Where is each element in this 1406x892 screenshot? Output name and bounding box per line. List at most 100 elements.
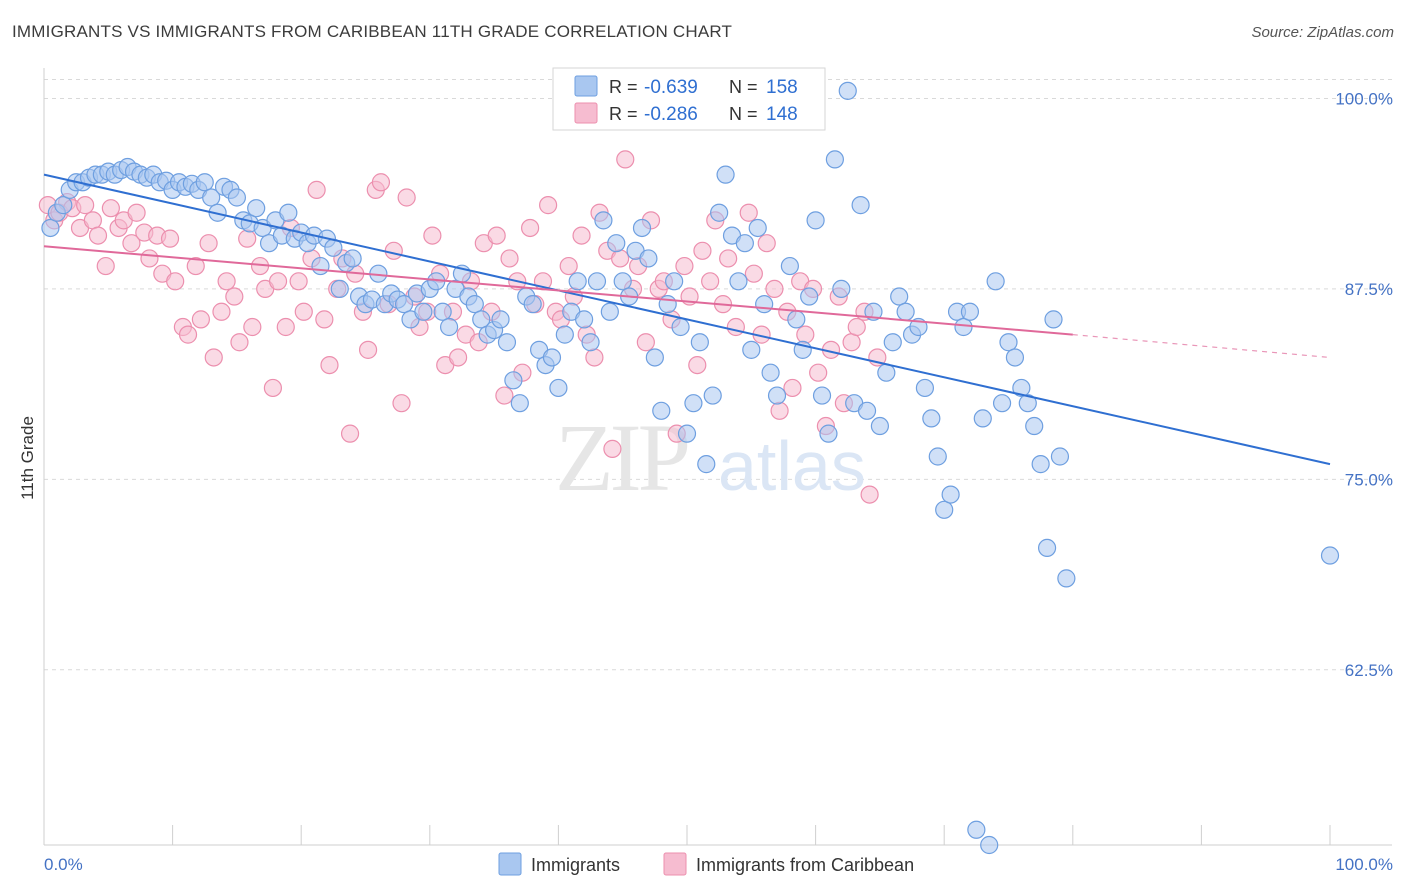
point-caribbean <box>320 355 339 375</box>
point-immigrants <box>703 386 722 405</box>
point-immigrants <box>980 835 999 855</box>
stats-legend: R = -0.639 N = 158 R = -0.286 N = 148 <box>552 67 826 131</box>
point-immigrants <box>504 371 523 390</box>
point-caribbean <box>847 317 866 337</box>
point-immigrants <box>632 218 652 238</box>
point-immigrants <box>877 363 896 382</box>
point-caribbean <box>199 234 218 253</box>
point-caribbean <box>572 226 591 245</box>
stats-legend-n-label-blue: N = <box>729 77 758 97</box>
point-immigrants <box>1050 447 1070 466</box>
x-tick-labels: 0.0% 100.0% <box>44 855 1393 874</box>
point-immigrants <box>935 500 954 519</box>
point-caribbean <box>178 325 198 344</box>
point-caribbean <box>796 325 815 344</box>
point-immigrants <box>202 188 221 207</box>
point-caribbean <box>127 203 146 222</box>
point-immigrants <box>928 447 947 466</box>
point-caribbean <box>495 386 514 405</box>
point-caribbean <box>243 317 262 337</box>
point-immigrants <box>870 416 890 436</box>
watermark-zip: ZIP <box>555 404 688 511</box>
point-immigrants <box>954 317 973 337</box>
point-immigrants <box>645 348 664 367</box>
point-immigrants <box>690 333 709 352</box>
point-caribbean <box>294 302 313 321</box>
point-immigrants <box>735 234 754 253</box>
point-caribbean <box>719 249 738 268</box>
point-caribbean <box>726 317 745 337</box>
point-immigrants <box>1005 348 1025 367</box>
point-immigrants <box>510 394 529 413</box>
point-immigrants <box>780 256 799 276</box>
stats-legend-r-value-blue: -0.639 <box>644 77 698 98</box>
point-caribbean <box>371 173 391 192</box>
point-caribbean <box>122 234 141 253</box>
point-immigrants <box>472 310 491 329</box>
point-immigrants <box>1012 378 1031 398</box>
series-legend: Immigrants Immigrants from Caribbean <box>498 852 914 876</box>
point-caribbean <box>521 218 540 238</box>
point-immigrants <box>311 256 330 276</box>
y-tick-label: 62.5% <box>1345 661 1393 680</box>
point-immigrants <box>227 188 246 207</box>
point-immigrants <box>677 424 697 443</box>
y-axis-label: 11th Grade <box>18 416 37 500</box>
point-immigrants <box>890 287 909 306</box>
stats-legend-swatch-blue <box>574 75 598 97</box>
point-immigrants <box>41 218 60 238</box>
point-immigrants <box>54 196 73 215</box>
point-immigrants <box>986 272 1005 291</box>
point-immigrants <box>491 310 510 329</box>
point-immigrants <box>967 820 986 839</box>
point-immigrants <box>414 302 433 321</box>
point-immigrants <box>697 455 716 474</box>
point-immigrants <box>710 203 729 222</box>
point-immigrants <box>1044 310 1063 329</box>
point-caribbean <box>539 196 558 215</box>
point-caribbean <box>268 272 288 291</box>
point-immigrants <box>806 211 825 230</box>
stats-legend-r-label-pink: R = <box>609 104 638 124</box>
point-immigrants <box>652 401 671 420</box>
series-legend-swatch-caribbean <box>663 852 687 876</box>
point-caribbean <box>101 199 120 218</box>
point-immigrants <box>800 287 819 306</box>
point-caribbean <box>140 249 159 268</box>
point-immigrants <box>542 348 562 367</box>
point-caribbean <box>448 348 468 367</box>
point-immigrants <box>999 333 1018 352</box>
point-immigrants <box>330 279 349 299</box>
stats-legend-n-label-pink: N = <box>729 104 758 124</box>
point-immigrants <box>247 199 266 218</box>
point-caribbean <box>744 264 763 283</box>
point-immigrants <box>1031 455 1050 474</box>
chart-title: IMMIGRANTS VS IMMIGRANTS FROM CARIBBEAN … <box>12 22 733 41</box>
point-caribbean <box>191 310 210 329</box>
series-legend-label-caribbean: Immigrants from Caribbean <box>696 855 914 875</box>
point-immigrants <box>568 272 587 291</box>
point-caribbean <box>397 188 416 207</box>
point-caribbean <box>276 317 295 337</box>
watermark: ZIP atlas <box>555 404 866 511</box>
point-caribbean <box>83 211 102 230</box>
point-caribbean <box>212 302 231 321</box>
point-immigrants <box>825 150 844 169</box>
point-immigrants <box>575 310 594 329</box>
point-immigrants <box>767 386 787 405</box>
point-caribbean <box>636 333 655 352</box>
point-caribbean <box>263 378 283 398</box>
point-caribbean <box>166 272 185 291</box>
point-immigrants <box>671 317 690 337</box>
point-immigrants <box>922 409 941 428</box>
point-immigrants <box>279 203 298 222</box>
point-immigrants <box>883 333 902 352</box>
trend-line-caribbean <box>43 245 1073 336</box>
stats-legend-r-value-pink: -0.286 <box>644 104 698 125</box>
stats-legend-n-value-pink: 148 <box>766 104 798 125</box>
series-legend-swatch-immigrants <box>498 852 522 876</box>
series-legend-label-immigrants: Immigrants <box>531 855 620 875</box>
point-caribbean <box>809 363 828 382</box>
y-tick-label: 75.0% <box>1345 470 1393 489</box>
point-immigrants <box>960 302 980 321</box>
